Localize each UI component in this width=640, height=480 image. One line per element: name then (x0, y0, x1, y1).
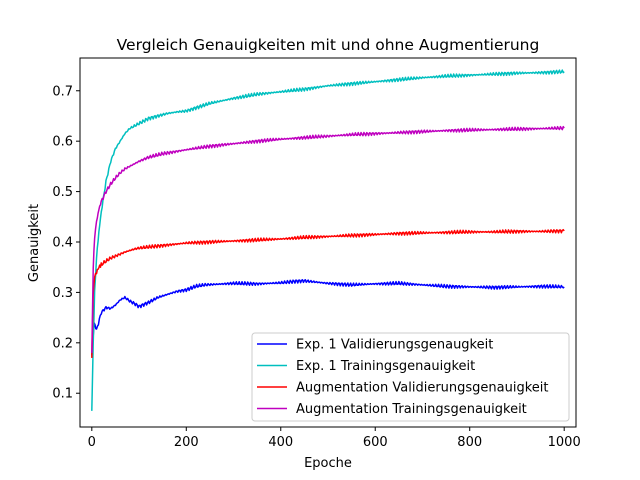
x-tick-label: 400 (268, 435, 293, 450)
legend-label: Augmentation Validierungsgenauigkeit (296, 381, 549, 396)
plot-frame (79, 57, 577, 428)
y-tick-label: 0.4 (52, 235, 73, 250)
x-tick-label: 200 (174, 435, 199, 450)
legend-frame (251, 332, 570, 422)
legend: Exp. 1 Validierungsgenaugkeit Exp. 1 Trai… (251, 332, 570, 422)
x-tick-label: 600 (363, 435, 388, 450)
y-axis: 0.1 0.2 0.3 0.4 0.5 0.6 0.7 (52, 84, 80, 402)
series-line-exp-1-validierungsgenaugkeit (91, 278, 565, 356)
x-tick-label: 1000 (548, 435, 581, 450)
y-tick-label: 0.1 (52, 387, 73, 402)
y-tick-label: 0.3 (52, 286, 73, 301)
y-tick-label: 0.6 (52, 135, 73, 150)
series-lines (91, 69, 565, 411)
series-line-augmentation-trainingsgenauigkeit (91, 125, 565, 353)
x-tick-label: 0 (88, 435, 96, 450)
series-line-exp-1-trainingsgenauigkeit (91, 69, 565, 411)
y-tick-label: 0.5 (52, 185, 73, 200)
series-line-augmentation-validierungsgenauigkeit (91, 228, 565, 358)
x-axis-title: Epoche (304, 456, 352, 471)
legend-label: Exp. 1 Trainingsgenauigkeit (296, 359, 475, 374)
y-tick-label: 0.7 (52, 84, 73, 99)
x-axis: 0 200 400 600 800 1000 (88, 427, 581, 450)
x-tick-label: 800 (457, 435, 482, 450)
y-tick-label: 0.2 (52, 336, 73, 351)
legend-label: Augmentation Trainingsgenauigkeit (296, 402, 527, 417)
y-axis-title: Genauigkeit (27, 204, 42, 282)
legend-label: Exp. 1 Validierungsgenaugkeit (296, 338, 493, 353)
chart-title: Vergleich Genauigkeiten mit und ohne Aug… (117, 36, 540, 54)
